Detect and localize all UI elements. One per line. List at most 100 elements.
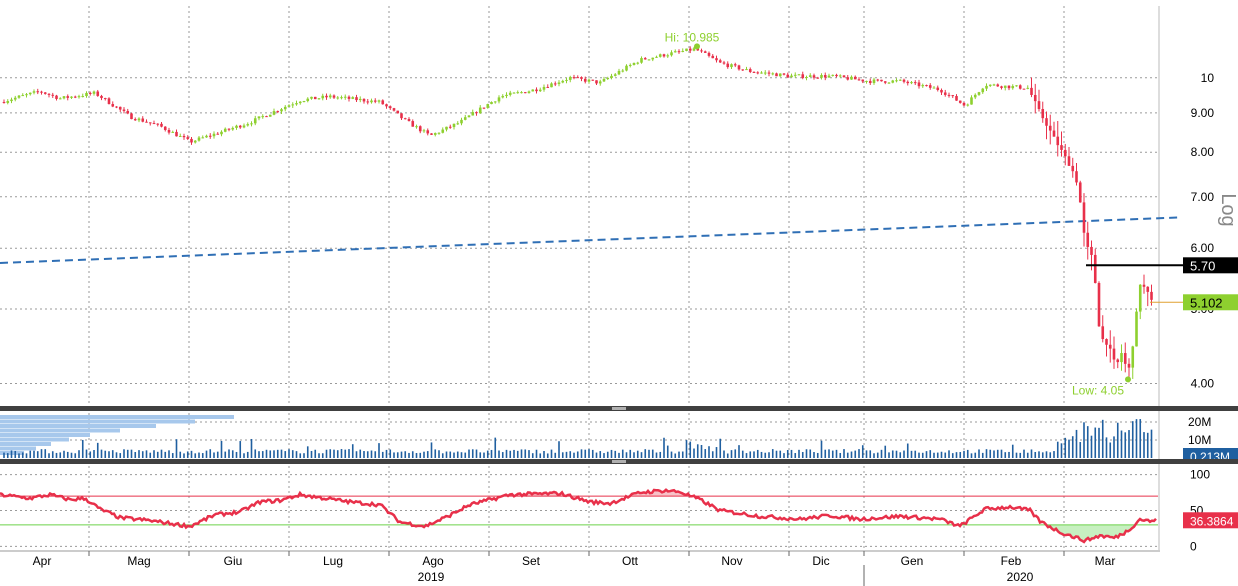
candle-body xyxy=(771,73,775,75)
candle-body xyxy=(1120,353,1123,363)
volume-bars xyxy=(3,419,1153,458)
candle-body xyxy=(820,75,823,78)
candle-body xyxy=(827,75,831,78)
volume-bar xyxy=(1109,442,1112,458)
month-label: Ago xyxy=(422,554,444,568)
candle-body xyxy=(25,94,28,96)
candle-body xyxy=(223,128,227,132)
trendline xyxy=(0,216,1181,264)
low-marker xyxy=(1125,376,1131,383)
candle-body xyxy=(175,131,178,137)
candle-body xyxy=(96,91,100,96)
candle-body xyxy=(1048,125,1052,131)
volume-bar xyxy=(738,445,740,458)
level-tag-box xyxy=(1183,257,1238,274)
volume-bar xyxy=(771,449,774,458)
candle-body xyxy=(951,95,955,97)
candle-body xyxy=(1037,101,1041,110)
volume-bar xyxy=(719,438,722,458)
volume-bar xyxy=(1139,419,1142,458)
volume-bar xyxy=(753,451,755,458)
volume-bar xyxy=(276,449,279,458)
candle-body xyxy=(283,106,287,110)
volume-bar xyxy=(1000,449,1003,458)
candle-body xyxy=(962,102,966,106)
volume-bar xyxy=(1105,437,1108,458)
candle-body xyxy=(347,96,351,99)
candle-body xyxy=(490,102,493,105)
volume-bar xyxy=(794,453,797,458)
volume-bar xyxy=(1128,430,1130,458)
candle-body xyxy=(306,98,310,102)
candle-body xyxy=(1041,109,1045,119)
volume-bar xyxy=(726,453,729,458)
volume-bar xyxy=(441,453,444,458)
candle-body xyxy=(1003,85,1007,88)
volume-bar xyxy=(543,450,545,458)
volume-bar xyxy=(809,449,812,458)
volume-bar xyxy=(524,449,527,458)
candle-body xyxy=(925,85,928,87)
volume-bar xyxy=(580,449,583,458)
volume-bar xyxy=(1041,452,1044,458)
separator-handle-top[interactable] xyxy=(612,407,626,410)
candle-body xyxy=(973,94,977,98)
price-tick-label: 9.00 xyxy=(1191,106,1215,120)
volume-bar xyxy=(689,441,692,458)
volume-bar xyxy=(884,445,887,458)
volume-bar xyxy=(730,450,733,458)
volume-bar xyxy=(775,450,778,458)
volume-bar xyxy=(610,449,613,458)
candle-body xyxy=(36,91,40,93)
candle-body xyxy=(793,74,797,76)
month-label: Lug xyxy=(323,554,343,568)
month-label: Dic xyxy=(812,554,829,568)
volume-bar xyxy=(745,453,748,458)
separator-handle-bottom[interactable] xyxy=(612,460,626,463)
candle-body xyxy=(325,95,328,98)
candle-body xyxy=(1142,284,1146,287)
candle-body xyxy=(1060,145,1063,150)
candle-body xyxy=(1067,156,1071,166)
volume-bar xyxy=(801,452,804,458)
candle-body xyxy=(943,92,947,95)
candle-body xyxy=(403,118,407,120)
candle-body xyxy=(216,133,220,135)
candle-body xyxy=(328,95,332,98)
volume-bar xyxy=(966,449,969,458)
volume-bar xyxy=(269,450,272,458)
candle-body xyxy=(220,131,223,135)
candle-body xyxy=(58,98,62,100)
candle-body xyxy=(737,65,741,70)
volume-bar xyxy=(486,450,489,458)
volume-bar xyxy=(1135,419,1138,458)
candle-body xyxy=(587,79,591,82)
last-price-tag: 5.102 xyxy=(1183,294,1238,311)
volume-bar xyxy=(55,452,58,458)
volume-bar xyxy=(674,453,677,458)
volume-bar xyxy=(1075,429,1078,458)
candle-body xyxy=(111,104,115,107)
candle-body xyxy=(51,94,55,96)
volume-bar xyxy=(228,449,230,458)
rsi-oversold-fill xyxy=(1048,524,1134,543)
rsi-tag-label: 36.3864 xyxy=(1190,514,1234,528)
price-tick-label: 8.00 xyxy=(1191,145,1215,159)
candle-body xyxy=(865,80,868,82)
volume-bar xyxy=(1030,449,1033,458)
volume-bar xyxy=(44,449,47,458)
volume-bar xyxy=(786,450,789,458)
candle-body xyxy=(28,92,32,95)
volume-bar xyxy=(873,453,875,458)
candle-body xyxy=(550,83,553,88)
month-label: Gen xyxy=(901,554,924,568)
candle-body xyxy=(898,79,902,81)
volume-bar xyxy=(1083,422,1085,458)
candle-body xyxy=(516,92,520,94)
volume-bar xyxy=(464,452,467,458)
volume-bar xyxy=(798,449,800,458)
volume-tick-label: 10M xyxy=(1188,433,1211,447)
volume-bar xyxy=(1094,427,1097,458)
candle-body xyxy=(531,89,535,92)
